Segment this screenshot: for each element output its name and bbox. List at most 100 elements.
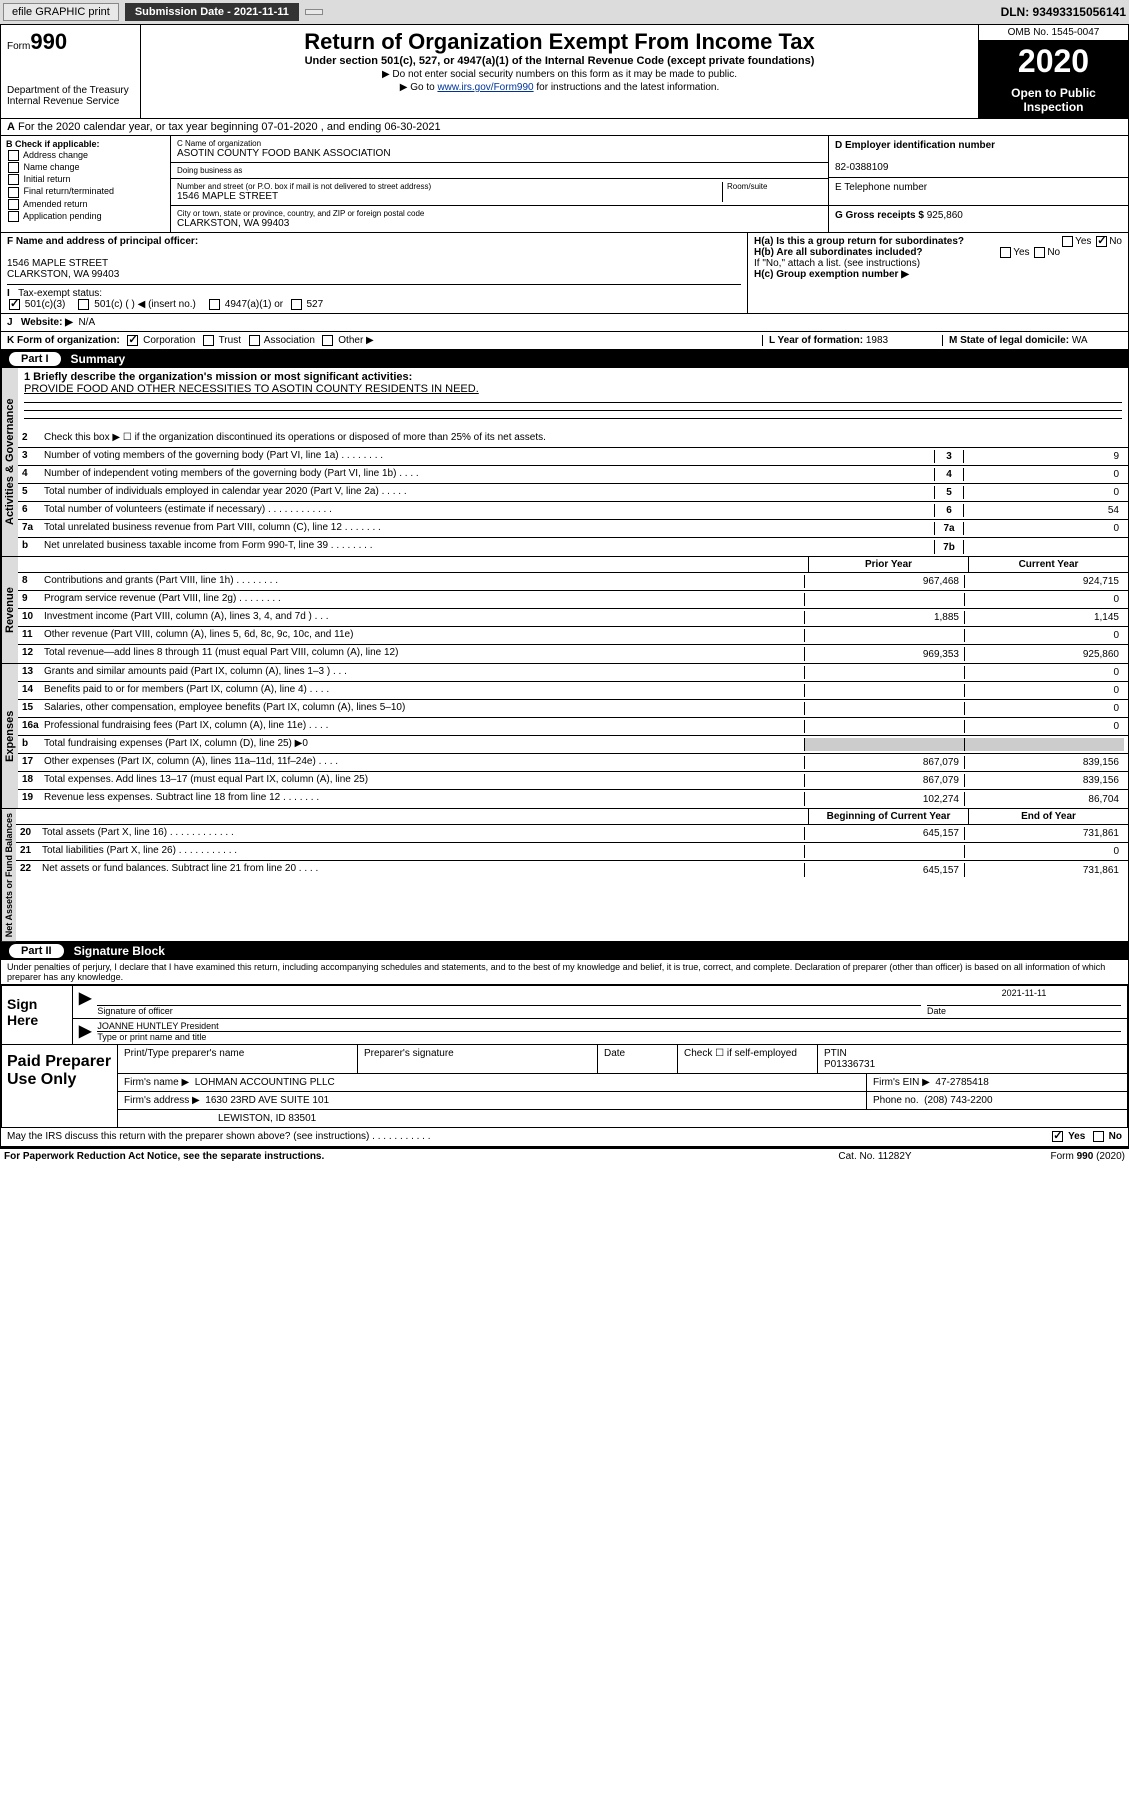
sig-date: 2021-11-11 (927, 988, 1121, 1006)
chk-final-return[interactable]: Final return/terminated (6, 186, 165, 197)
hb-label: H(b) Are all subordinates included? (754, 247, 923, 258)
ha-yes[interactable] (1062, 236, 1073, 247)
open-public: Open to Public Inspection (979, 82, 1128, 118)
part-1-num: Part I (9, 352, 61, 366)
firm-name: LOHMAN ACCOUNTING PLLC (195, 1077, 335, 1088)
f-label: F Name and address of principal officer: (7, 236, 198, 247)
form-label: Form (7, 41, 30, 52)
summary-line: 9Program service revenue (Part VIII, lin… (18, 591, 1128, 609)
efile-button[interactable]: efile GRAPHIC print (3, 3, 119, 21)
summary-line: 21Total liabilities (Part X, line 26) . … (16, 843, 1128, 861)
header-mid: Return of Organization Exempt From Incom… (141, 25, 978, 118)
website-label: Website: ▶ (21, 317, 73, 328)
ein-value: 82-0388109 (835, 162, 888, 173)
firm-ein: 47-2785418 (935, 1077, 988, 1088)
opt-corp: Corporation (143, 335, 195, 346)
summary-line: 20Total assets (Part X, line 16) . . . .… (16, 825, 1128, 843)
name-label: Type or print name and title (97, 1032, 1121, 1042)
l-label: L Year of formation: (769, 335, 863, 346)
chk-4947[interactable] (209, 299, 220, 310)
chk-app-pending[interactable]: Application pending (6, 211, 165, 222)
dba-label: Doing business as (177, 166, 822, 175)
chk-assoc[interactable] (249, 335, 260, 346)
row-k: K Form of organization: Corporation Trus… (1, 332, 1128, 350)
section-b: B Check if applicable: Address change Na… (1, 136, 1128, 233)
beg-year-header: Beginning of Current Year (808, 809, 968, 824)
part-2-header: Part II Signature Block (1, 942, 1128, 960)
submission-date: Submission Date - 2021-11-11 (125, 3, 299, 21)
form-number: 990 (30, 29, 67, 54)
opt-other: Other ▶ (338, 335, 373, 346)
form-ref: Form 990 (2020) (975, 1151, 1125, 1162)
chk-501c3[interactable] (9, 299, 20, 310)
penalty-text: Under penalties of perjury, I declare th… (1, 960, 1128, 984)
e-label: E Telephone number (835, 182, 927, 193)
hb-yes[interactable] (1000, 247, 1011, 258)
firm-addr-label: Firm's address ▶ (124, 1095, 200, 1106)
ha-label: H(a) Is this a group return for subordin… (754, 236, 964, 247)
header: Form990 Department of the Treasury Inter… (1, 25, 1128, 119)
officer-addr: 1546 MAPLE STREET CLARKSTON, WA 99403 (7, 258, 119, 280)
firm-ein-label: Firm's EIN ▶ (873, 1077, 930, 1088)
discuss-text: May the IRS discuss this return with the… (7, 1131, 1050, 1142)
chk-amended[interactable]: Amended return (6, 199, 165, 210)
firm-phone-label: Phone no. (873, 1095, 919, 1106)
ptin-value: P01336731 (824, 1059, 875, 1070)
chk-527[interactable] (291, 299, 302, 310)
hb-no[interactable] (1034, 247, 1045, 258)
ha-no[interactable] (1096, 236, 1107, 247)
hc-label: H(c) Group exemption number ▶ (754, 269, 909, 280)
g-label: G Gross receipts $ (835, 210, 924, 221)
chk-501c[interactable] (78, 299, 89, 310)
row-j: J Website: ▶ N/A (1, 314, 1128, 332)
b-label: B Check if applicable: (6, 139, 100, 149)
chk-other[interactable] (322, 335, 333, 346)
dept-label: Department of the Treasury Internal Reve… (7, 85, 134, 107)
summary-line: 8Contributions and grants (Part VIII, li… (18, 573, 1128, 591)
self-employed-label: Check ☐ if self-employed (678, 1045, 818, 1073)
org-name: ASOTIN COUNTY FOOD BANK ASSOCIATION (177, 148, 822, 159)
year-formation: 1983 (866, 335, 888, 346)
summary-line: 7aTotal unrelated business revenue from … (18, 520, 1128, 538)
street-address: 1546 MAPLE STREET (177, 191, 722, 202)
preparer-name-label: Print/Type preparer's name (118, 1045, 358, 1073)
opt-4947: 4947(a)(1) or (225, 299, 283, 310)
summary-line: 17Other expenses (Part IX, column (A), l… (18, 754, 1128, 772)
line-a-text: For the 2020 calendar year, or tax year … (18, 121, 441, 133)
summary-line: 14Benefits paid to or for members (Part … (18, 682, 1128, 700)
chk-name-change[interactable]: Name change (6, 162, 165, 173)
addr-label: Number and street (or P.O. box if mail i… (177, 182, 722, 191)
discuss-no[interactable] (1093, 1131, 1104, 1142)
summary-line: 15Salaries, other compensation, employee… (18, 700, 1128, 718)
hb-note: If "No," attach a list. (see instruction… (754, 258, 1122, 269)
tax-year: 2020 (979, 41, 1128, 82)
tax-exempt-label: Tax-exempt status: (18, 288, 102, 299)
summary-line: 18Total expenses. Add lines 13–17 (must … (18, 772, 1128, 790)
revenue-label: Revenue (1, 557, 18, 663)
sign-here-label: Sign Here (2, 986, 72, 1044)
header-left: Form990 Department of the Treasury Inter… (1, 25, 141, 118)
note2-pre: ▶ Go to (400, 82, 438, 93)
chk-trust[interactable] (203, 335, 214, 346)
summary-line: 3Number of voting members of the governi… (18, 448, 1128, 466)
discuss-yes[interactable] (1052, 1131, 1063, 1142)
summary-line: bNet unrelated business taxable income f… (18, 538, 1128, 556)
chk-address-change[interactable]: Address change (6, 150, 165, 161)
cat-no: Cat. No. 11282Y (775, 1151, 975, 1162)
summary-net: Net Assets or Fund Balances Beginning of… (1, 809, 1128, 942)
summary-line: 4Number of independent voting members of… (18, 466, 1128, 484)
summary-line: bTotal fundraising expenses (Part IX, co… (18, 736, 1128, 754)
gross-receipts: 925,860 (927, 210, 963, 221)
form-main: Form990 Department of the Treasury Inter… (0, 24, 1129, 1148)
blank-button[interactable] (305, 9, 323, 15)
ptin-label: PTIN (824, 1048, 847, 1059)
note-1: ▶ Do not enter social security numbers o… (149, 69, 970, 80)
row-f-h: F Name and address of principal officer:… (1, 233, 1128, 314)
summary-line: 12Total revenue—add lines 8 through 11 (… (18, 645, 1128, 663)
chk-corp[interactable] (127, 335, 138, 346)
chk-initial-return[interactable]: Initial return (6, 174, 165, 185)
irs-link[interactable]: www.irs.gov/Form990 (437, 82, 533, 93)
paperwork-notice: For Paperwork Reduction Act Notice, see … (4, 1151, 775, 1162)
mission-text: PROVIDE FOOD AND OTHER NECESSITIES TO AS… (24, 383, 479, 395)
section-b-right: D Employer identification number 82-0388… (828, 136, 1128, 232)
